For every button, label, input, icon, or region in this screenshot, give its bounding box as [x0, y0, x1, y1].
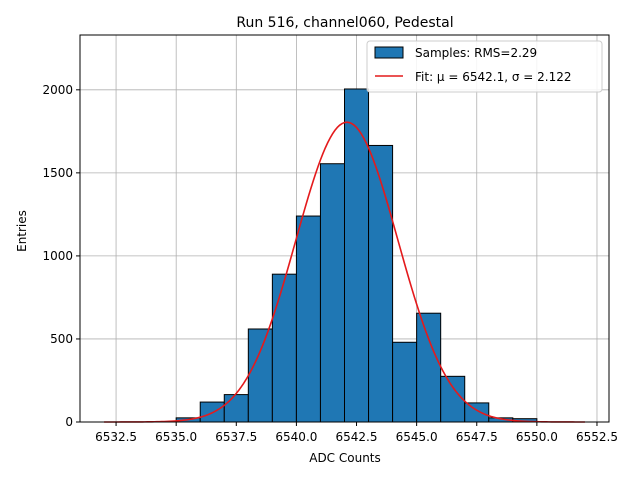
histogram-bar — [392, 341, 418, 423]
histogram-bars — [175, 88, 538, 423]
fit-curve-layer — [104, 121, 585, 423]
x-tick-label: 6552.5 — [576, 430, 618, 444]
x-tick-label: 6550.0 — [516, 430, 558, 444]
legend-box — [366, 40, 603, 93]
y-tick-label: 0 — [65, 415, 73, 429]
histogram-bar — [464, 402, 490, 423]
fit-curve — [104, 121, 585, 423]
legend-label-samples: Samples: RMS=2.29 — [415, 46, 537, 60]
legend-swatch-samples — [374, 46, 404, 59]
histogram-bar — [247, 328, 273, 423]
x-tick-label: 6542.5 — [336, 430, 378, 444]
legend: Samples: RMS=2.29 Fit: μ = 6542.1, σ = 2… — [366, 40, 603, 93]
y-tick-label: 1000 — [42, 249, 73, 263]
x-tick-label: 6545.0 — [396, 430, 438, 444]
y-axis-label: Entries — [15, 210, 29, 252]
y-tick-label: 1500 — [42, 166, 73, 180]
x-tick-label: 6532.5 — [95, 430, 137, 444]
x-tick-label: 6540.0 — [275, 430, 317, 444]
x-axis-label: ADC Counts — [309, 451, 381, 465]
plot-frame — [79, 34, 610, 423]
histogram-bar — [416, 312, 442, 423]
chart-title: Run 516, channel060, Pedestal — [236, 15, 453, 31]
x-tick-label: 6537.5 — [215, 430, 257, 444]
histogram-bar — [295, 215, 321, 423]
histogram-bar — [368, 144, 394, 423]
axis-ticks: 6532.5 6535.0 6537.5 6540.0 6542.5 6545.0 6547… — [42, 83, 618, 444]
x-tick-label: 6535.0 — [155, 430, 197, 444]
x-tick-label: 6547.5 — [456, 430, 498, 444]
legend-label-fit: Fit: μ = 6542.1, σ = 2.122 — [415, 70, 572, 84]
histogram-bar — [223, 394, 249, 423]
histogram-bar — [271, 273, 297, 423]
y-tick-label: 2000 — [42, 83, 73, 97]
y-tick-label: 500 — [50, 332, 73, 346]
histogram-bar — [440, 375, 466, 423]
histogram-bar — [319, 163, 346, 423]
